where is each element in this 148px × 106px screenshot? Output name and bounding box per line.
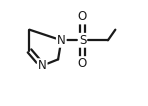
Text: N: N xyxy=(57,34,66,47)
Text: N: N xyxy=(38,59,47,72)
Text: O: O xyxy=(78,10,87,23)
Text: O: O xyxy=(78,57,87,70)
Text: S: S xyxy=(79,34,86,47)
